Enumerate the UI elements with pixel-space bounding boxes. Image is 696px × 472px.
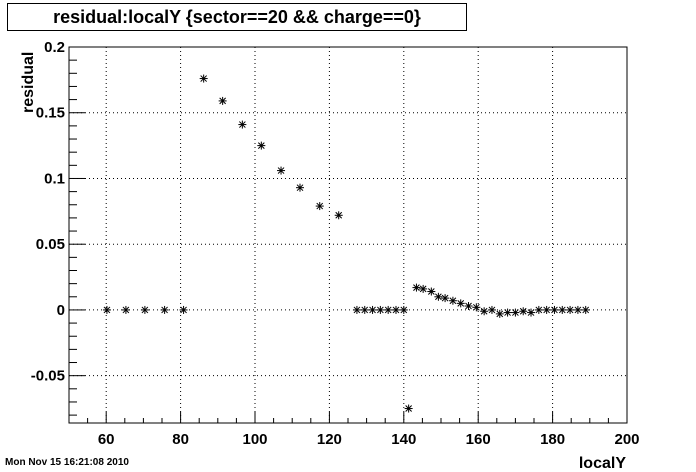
data-point: [495, 309, 504, 318]
x-tick-label: 180: [540, 431, 565, 448]
data-point: [352, 305, 361, 314]
data-point: [434, 292, 443, 301]
x-tick-label: 160: [466, 431, 491, 448]
data-point: [334, 211, 343, 220]
data-point: [391, 305, 400, 314]
x-axis-label: localY: [579, 455, 626, 472]
x-tick-label: 60: [98, 431, 115, 448]
data-point: [277, 166, 286, 175]
data-point: [550, 305, 559, 314]
y-tick-label: 0.15: [36, 105, 65, 122]
data-point: [360, 305, 369, 314]
data-point: [456, 299, 465, 308]
y-axis-label: residual: [20, 52, 37, 113]
data-point: [448, 296, 457, 305]
y-tick-label: -0.05: [31, 368, 65, 385]
axes: 60 80 100 120 140 160 180 200 -0.05 0 0.05 0.1 0.15 0…: [31, 39, 640, 448]
data-point: [566, 305, 575, 314]
data-point: [542, 305, 551, 314]
plot-area: [68, 46, 628, 424]
data-point: [140, 305, 149, 314]
data-point: [419, 284, 428, 293]
x-tick-label: 200: [614, 431, 639, 448]
data-point: [464, 301, 473, 310]
data-point: [199, 74, 208, 83]
data-point: [376, 305, 385, 314]
data-point: [558, 305, 567, 314]
x-tick-label: 100: [242, 431, 267, 448]
data-point: [427, 287, 436, 296]
data-point: [160, 305, 169, 314]
data-point: [573, 305, 582, 314]
chart-title: residual:localY {sector==20 && charge==0…: [7, 3, 467, 31]
y-tick-label: 0.1: [44, 170, 65, 187]
data-point: [534, 305, 543, 314]
data-point: [404, 404, 413, 413]
data-point: [487, 305, 496, 314]
data-point: [503, 308, 512, 317]
timestamp: Mon Nov 15 16:21:08 2010: [5, 457, 129, 468]
data-point: [412, 283, 421, 292]
data-point: [315, 202, 324, 211]
data-point: [218, 96, 227, 105]
data-point: [238, 120, 247, 129]
x-tick-label: 80: [172, 431, 189, 448]
data-points: [102, 74, 590, 413]
data-point: [511, 308, 520, 317]
data-point: [480, 307, 489, 316]
data-point: [179, 305, 188, 314]
y-tick-label: 0.2: [44, 39, 65, 56]
data-point: [399, 305, 408, 314]
y-tick-label: 0: [57, 302, 65, 319]
data-point: [472, 303, 481, 312]
data-point: [102, 305, 111, 314]
data-point: [368, 305, 377, 314]
x-tick-label: 120: [317, 431, 342, 448]
data-point: [296, 183, 305, 192]
data-point: [519, 307, 528, 316]
y-tick-label: 0.05: [36, 236, 65, 253]
data-point: [121, 305, 130, 314]
data-point: [257, 141, 266, 150]
data-point: [441, 294, 450, 303]
data-point: [581, 305, 590, 314]
data-point: [384, 305, 393, 314]
x-tick-label: 140: [391, 431, 416, 448]
data-point: [527, 308, 536, 317]
